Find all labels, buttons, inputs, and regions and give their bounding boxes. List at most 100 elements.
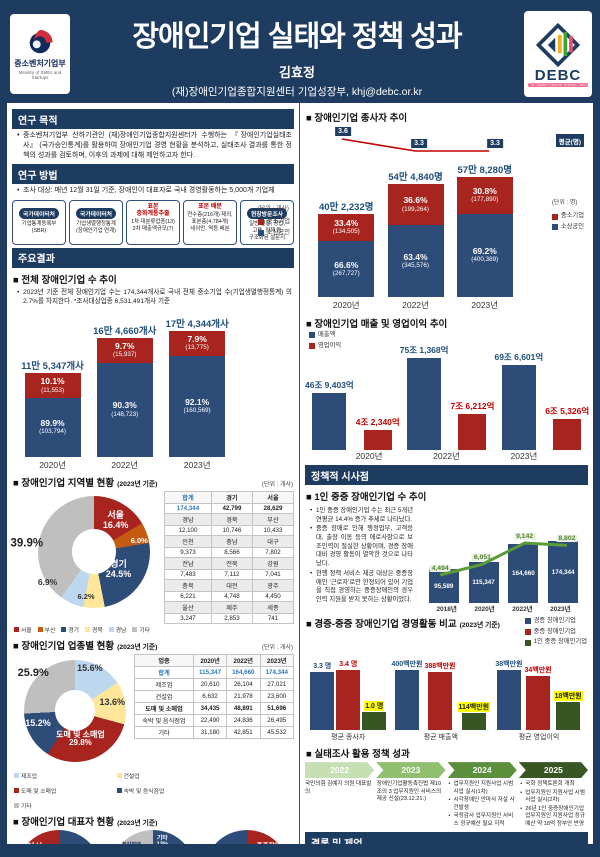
comparison-column: 114백만원 xyxy=(457,702,491,731)
legend-item: 경북 xyxy=(85,625,103,634)
comparison-value-label: 114백만원 xyxy=(457,702,491,713)
revenue-bar xyxy=(312,392,347,450)
region-table-label-row: 인천 충남 대구 xyxy=(164,534,295,548)
industry-table-row: 기타 31,180 42,851 45,532 xyxy=(133,725,295,739)
industry-cell: 20,610 xyxy=(193,677,228,691)
bar-stack: 9.7% (15,937) 90.3% (148,723) xyxy=(96,337,153,457)
donut-ring xyxy=(38,495,150,608)
bar-category: 2023년 xyxy=(183,459,211,470)
method-bullets: 조사 대상: 매년 12월 31일 기준, 장애인이 대표자로 국내 경영활동하… xyxy=(16,186,292,196)
region-table-value-row: 9,373 8,566 7,802 xyxy=(164,546,295,558)
comparison-title-note: (2023년 기준) xyxy=(459,622,500,629)
segment-count: (160,569) xyxy=(183,407,211,415)
industry-table-header-row: 업종 2020년 2022년 2023년 xyxy=(133,653,295,667)
legend-label: 중소기업 xyxy=(266,217,290,225)
bar-category: 2020년 xyxy=(39,459,66,470)
bar-total-label: 54만 4,840명 xyxy=(388,171,443,183)
timeline-texts: 국민의힘 김예지 의원 대표발의 장애인기업활동촉진법 제10조의 3 업무지원인… xyxy=(305,781,588,829)
pie-label: 중증장애 17% xyxy=(257,843,281,844)
legend-item: 중소기업 xyxy=(257,217,290,228)
timeline-column: 국회 정책토론회 개최업무지원인 지원사업 시범사업 실시(2차)26년 1인 … xyxy=(520,781,588,829)
revenue-column: 46조 9,403억 xyxy=(305,379,354,450)
comparison-caption: 평균 영업이익 xyxy=(518,734,560,742)
bar-stack: 30.8% (177,890) 69.2% (400,389) xyxy=(456,177,513,297)
legend-label: 경기 xyxy=(68,627,80,634)
chart-legend: 경증 장애인기업 중증 장애인기업 1인 중증 장애인기업 xyxy=(524,616,587,648)
legend-label: 기타 xyxy=(21,803,32,810)
legend-swatch xyxy=(116,787,122,793)
comparison-bars: 3.3 명 3.4 명 1.0 명 xyxy=(310,659,387,731)
pie-label: 25.9% xyxy=(17,667,49,680)
region-value-cell: 6,221 xyxy=(164,590,212,602)
comparison-bar xyxy=(310,671,335,731)
segment-percent: 92.1% xyxy=(185,396,210,407)
method-step-body: 기업통계등록부 (SBR) xyxy=(21,220,57,234)
region-label-cell: 서울 xyxy=(251,490,295,504)
method-flow: 국가데이터처 기업통계등록부 (SBR) 국가데이터처 기업생멸행정통계 (장애인기업… xyxy=(12,199,294,245)
sole-column: 164,660 xyxy=(508,544,539,603)
legend-label: 1인 중증 장애인기업 xyxy=(533,638,587,646)
region-label-cell: 강원 xyxy=(251,556,295,570)
method-step-badge: 국가데이터처 xyxy=(76,207,116,219)
region-value-cell: 12,100 xyxy=(164,524,212,536)
region-donut: 서울 16.4% 6.0% 경기 24.5% 6.2% 6.9% 39.9% xyxy=(10,491,160,613)
legend-label: 중증 장애인기업 xyxy=(533,627,576,635)
region-table-label-row: 전남 전북 강원 xyxy=(164,556,295,570)
comparison-value-label: 3.3 명 xyxy=(313,662,332,670)
representatives-row: 여성 21%남성, 79%(137,548명)성별기타 13%청각장애 8%시각… xyxy=(12,829,294,844)
bar-segment-소상공인: 63.4% (345,576) xyxy=(387,225,444,297)
policy-bullet: 중증 장애로 인해 행정업무, 고객응대, 출장 이동 등의 애로사항으로 보조… xyxy=(309,525,413,568)
legend-label: 제조업 xyxy=(21,773,37,780)
pie-label: 15.2% xyxy=(25,718,51,729)
donut-ring xyxy=(24,659,126,762)
legend-item: 건설업 xyxy=(116,771,214,780)
right-column: ■ 장애인기업 종사자 추이 3.6 3.3 3.3 평균(명) 40만 2,232명… xyxy=(300,103,593,844)
bar-column: 16만 4,660개사 9.7% (15,937) 90.3% (148,723) 202… xyxy=(93,323,156,471)
bar-category: 2022년 xyxy=(402,300,429,310)
legend-label: 경북 xyxy=(92,627,103,634)
region-legend: 서울 부산 경기 경북 경남 기타 xyxy=(14,625,292,634)
segment-count: (345,576) xyxy=(402,262,429,270)
legend-swatch xyxy=(14,802,19,808)
chart-legend: 매출액 영업이익 xyxy=(309,330,341,351)
revenue-bar xyxy=(407,358,442,450)
sole-category: 2020년 xyxy=(474,606,495,613)
legend-item: 도매 및 소매업 xyxy=(14,786,111,795)
policy-bullet: 현행 정책 서비스 제공 대상은 중증장애인 '근로자'로만 한정되어 있어 기… xyxy=(309,570,413,605)
debc-abbr: DEBC xyxy=(534,66,582,84)
legend-item: 소상공인 xyxy=(551,222,584,233)
comparison-bar xyxy=(428,671,452,731)
representative-donut: 여성 21%남성, 79%(137,548명) xyxy=(12,829,106,844)
industry-cell: 27,021 xyxy=(259,677,295,691)
method-step-badge: 현장방문조사 xyxy=(247,207,287,219)
representatives-title: ■ 장애인기업 대표자 현황 xyxy=(13,816,115,828)
subhead-timeline: ■ 실태조사 활용 정책 성과 xyxy=(306,746,587,760)
timeline-item: 장애인기업활동촉진법 제10조의 3 업무지원인 서비스의 제공 신설(23.1… xyxy=(376,781,442,803)
subhead-total-companies: ■ 전체 장애인기업 수 추이 xyxy=(13,272,293,286)
bar-category: 2022년 xyxy=(111,459,139,470)
comparison-bar xyxy=(336,670,361,731)
legend-item: 경남 xyxy=(108,625,126,634)
sole-column: 174,344 xyxy=(548,541,579,603)
revenue-value-label: 69조 6,601억 xyxy=(494,351,544,362)
bar-total-label: 40만 2,232명 xyxy=(319,201,374,213)
revenue-group: 69조 6,601억 6조 5,326억 xyxy=(494,351,589,450)
revenue-value-label: 75조 1,368억 xyxy=(399,345,449,355)
author-affiliation: (재)장애인기업종합지원센터 기업성장부, khj@debc.or.kr xyxy=(171,86,423,98)
bar-total-label: 17만 4,344개사 xyxy=(165,318,229,330)
comparison-value-label: 18백만원 xyxy=(553,690,583,701)
ministry-name-en: Ministry of SMEs and Startups xyxy=(18,69,62,80)
legend-item: 부산 xyxy=(37,625,56,634)
legend-swatch xyxy=(85,626,91,632)
sole-bar: 174,344 xyxy=(548,541,579,603)
segment-count: (267,727) xyxy=(332,270,360,278)
bar-column: 54만 4,840명 36.6% (199,264) 63.4% (345,576) 20… xyxy=(387,169,444,311)
workers-average-strip: 3.6 3.3 3.3 평균(명) xyxy=(305,126,584,152)
total-companies-title: ■ 전체 장애인기업 수 추이 xyxy=(13,274,117,286)
chart-legend: (단위 : 개사) 중소기업 소상공인 xyxy=(257,204,290,239)
industry-cell: 48,891 xyxy=(226,701,261,715)
legend-label: 부산 xyxy=(44,627,56,634)
legend-label: 소상공인 xyxy=(266,228,290,236)
sole-categories: 2018년 2020년 2022년 2023년 xyxy=(419,603,588,613)
region-value-cell: 4,450 xyxy=(251,590,295,602)
